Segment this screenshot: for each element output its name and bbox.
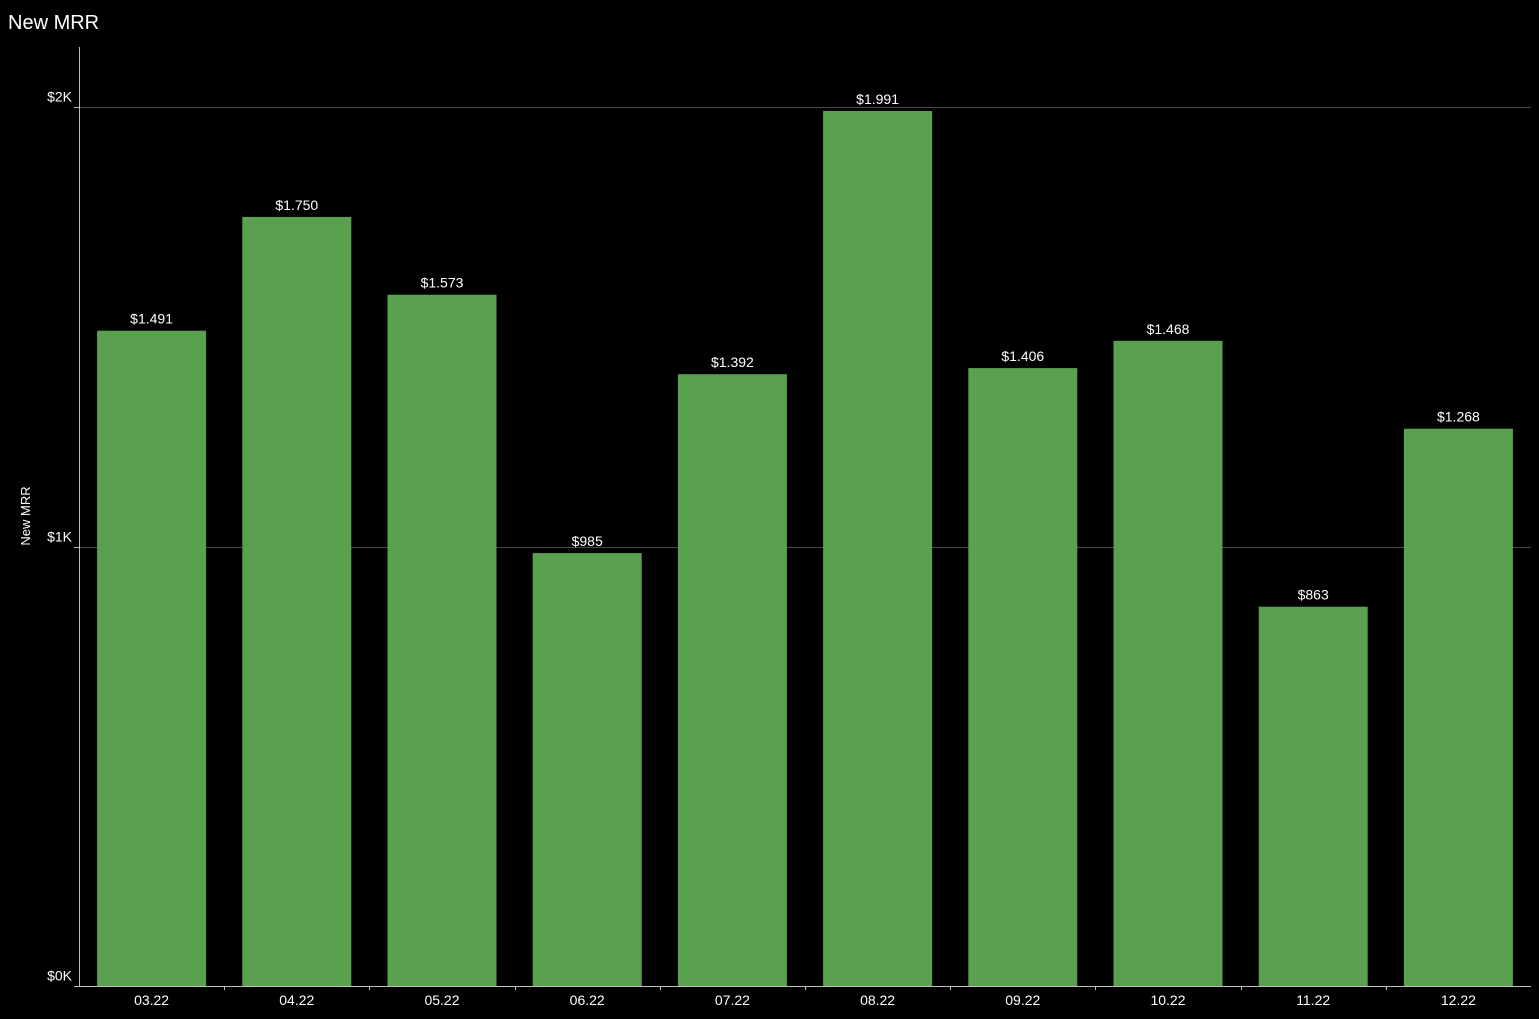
x-tick-label: 03.22 [134, 992, 169, 1008]
labels: $1.491 03.22 $1.750 04.22 $1.573 05.22 $985 06.… [47, 89, 1480, 1009]
bar-07.22 [677, 374, 787, 986]
data-label: $1.268 [1437, 409, 1480, 425]
x-tick-label: 10.22 [1150, 992, 1185, 1008]
bar-06.22 [532, 553, 642, 986]
data-label: $863 [1298, 587, 1329, 603]
bar-09.22 [968, 368, 1078, 987]
x-tick-label: 05.22 [424, 992, 459, 1008]
x-tick-label: 07.22 [715, 992, 750, 1008]
y-tick-label: $2K [47, 89, 73, 105]
x-tick-label: 04.22 [279, 992, 314, 1008]
y-tick-label: $0K [47, 968, 73, 984]
y-tick-label: $1K [47, 529, 73, 545]
data-label: $1.491 [130, 311, 173, 327]
bar-11.22 [1258, 606, 1368, 986]
bars [97, 111, 1513, 987]
data-label: $1.392 [711, 354, 754, 370]
data-label: $1.991 [856, 91, 899, 107]
axes [74, 47, 1531, 990]
bar-03.22 [97, 330, 207, 986]
x-tick-label: 06.22 [570, 992, 605, 1008]
bar-08.22 [823, 111, 933, 986]
x-tick-label: 08.22 [860, 992, 895, 1008]
y-axis-title: New MRR [18, 486, 33, 545]
bar-04.22 [242, 216, 352, 986]
bar-12.22 [1403, 428, 1513, 986]
data-label: $1.406 [1001, 348, 1044, 364]
data-label: $985 [572, 533, 603, 549]
x-tick-label: 12.22 [1441, 992, 1476, 1008]
bar-10.22 [1113, 340, 1223, 986]
x-tick-label: 09.22 [1005, 992, 1040, 1008]
data-label: $1.468 [1147, 321, 1190, 337]
x-tick-label: 11.22 [1296, 992, 1330, 1008]
data-label: $1.750 [275, 197, 318, 213]
chart-title: New MRR [8, 12, 100, 34]
bar-05.22 [387, 294, 497, 986]
data-label: $1.573 [421, 275, 464, 291]
